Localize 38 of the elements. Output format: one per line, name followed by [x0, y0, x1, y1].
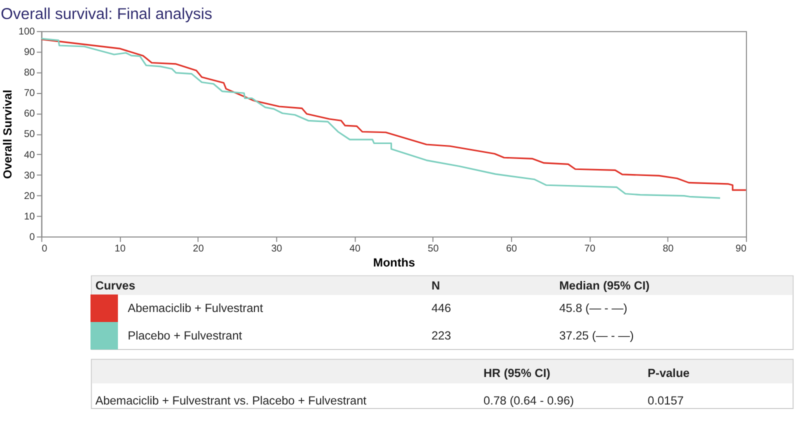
x-tick-label: 0: [42, 244, 48, 255]
y-tick-label: 40: [24, 150, 36, 161]
text: 45.8 (— - —): [559, 302, 628, 316]
text: 37.25 (— - —): [559, 330, 634, 343]
x-tick-label: 50: [428, 244, 440, 255]
y-tick-label: 80: [24, 68, 36, 79]
text: 0.0157: [648, 394, 684, 408]
x-tick-label: 30: [271, 244, 283, 255]
text: 223: [431, 330, 452, 343]
y-tick-label: 10: [24, 211, 36, 222]
legend-label: Placebo + Fulvestrant: [128, 330, 243, 343]
text: P-value: [648, 367, 690, 380]
y-tick-label: 100: [18, 26, 36, 38]
x-tick-label: 90: [736, 244, 747, 255]
legend-title: Curves: [95, 280, 136, 293]
y-tick-label: 70: [24, 88, 36, 100]
x-tick-label: 60: [506, 244, 518, 255]
text: HR (95% CI): [484, 367, 550, 380]
text: Median (95% CI): [559, 280, 650, 293]
x-tick-label: 40: [349, 244, 361, 255]
legend-label: Abemaciclib + Fulvestrant: [128, 302, 264, 316]
x-tick-label: 70: [584, 244, 596, 255]
y-tick-label: 0: [29, 232, 36, 243]
y-tick-label: 50: [24, 129, 36, 140]
chart-title: Overall survival: Final analysis: [0, 6, 212, 23]
text: N: [431, 280, 440, 293]
x-tick-label: 80: [662, 244, 674, 255]
text: 0.78 (0.64 - 0.96): [484, 394, 574, 408]
x-tick-label: 10: [114, 244, 126, 255]
y-tick-label: 20: [24, 190, 36, 202]
x-tick-label: 20: [192, 244, 204, 255]
text: Abemaciclib + Fulvestrant vs. Placebo + Fulvestrant: [95, 394, 368, 408]
text: 446: [431, 302, 452, 316]
y-tick-label: 90: [24, 47, 36, 58]
y-tick-label: 30: [24, 170, 36, 182]
y-tick-label: 60: [24, 108, 36, 120]
y-axis-title: Overall Survival: [2, 90, 15, 179]
x-axis-title: Months: [373, 256, 416, 270]
